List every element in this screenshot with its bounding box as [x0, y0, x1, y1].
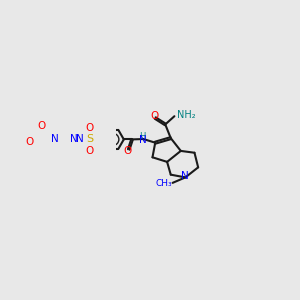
Text: N: N [70, 134, 78, 144]
Text: N: N [181, 172, 188, 182]
Text: NH₂: NH₂ [177, 110, 195, 120]
Text: H: H [140, 132, 146, 141]
Text: O: O [85, 123, 94, 133]
Text: O: O [123, 146, 131, 156]
Text: O: O [85, 146, 94, 156]
Text: S: S [86, 134, 93, 144]
Text: O: O [150, 111, 158, 122]
Text: CH₃: CH₃ [155, 179, 172, 188]
Text: N: N [50, 134, 58, 144]
Text: N: N [139, 135, 146, 145]
Text: O: O [25, 137, 33, 147]
Text: N: N [76, 134, 84, 144]
Text: O: O [37, 121, 45, 131]
